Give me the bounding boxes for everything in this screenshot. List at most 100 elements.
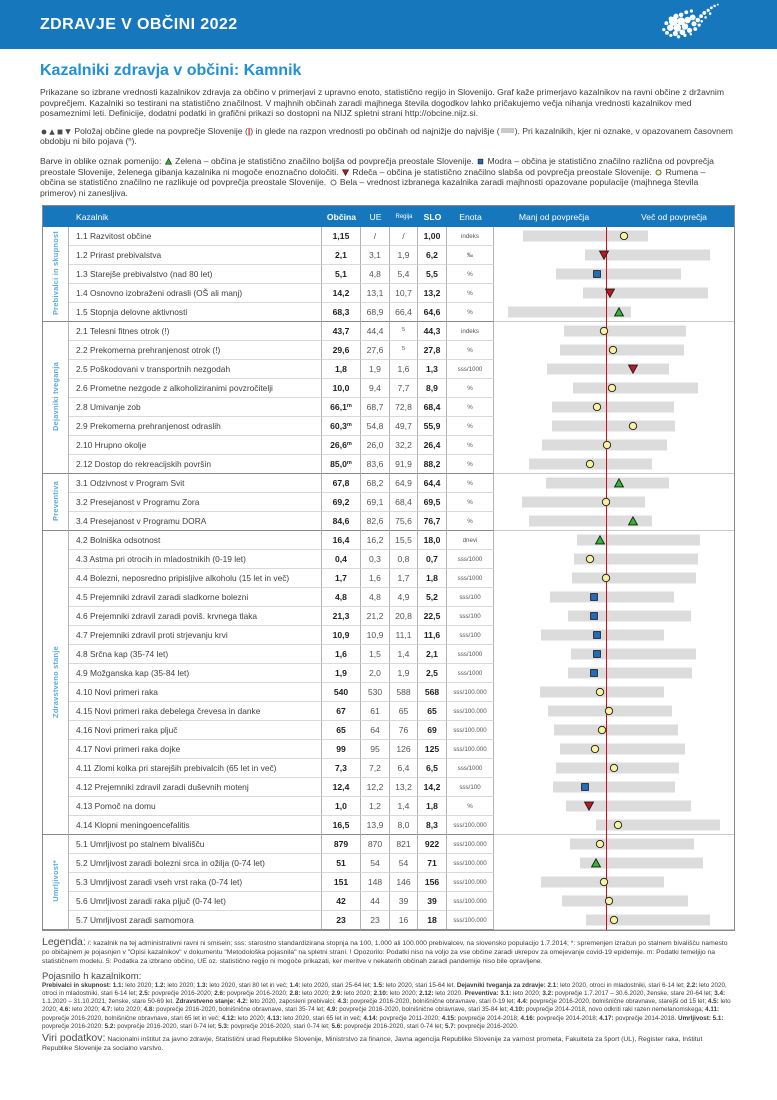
indicator-label: 4.11 Zlomi kolka pri starejših prebivalc… xyxy=(69,759,322,779)
indicators-table: Kazalnik Občina UE Regija SLO Enota Manj… xyxy=(42,205,735,932)
value-obcina: 151 xyxy=(322,873,361,893)
value-regija: 16 xyxy=(390,911,418,931)
range-chart xyxy=(494,588,734,608)
value-ue: 68,9 xyxy=(361,303,390,323)
indicator-label: 2.1 Telesni fitnes otrok (!) xyxy=(69,322,322,342)
value-slo: 1,8 xyxy=(418,569,447,589)
dark-triangle-down-icon xyxy=(65,129,71,135)
unit-label: sss/100 xyxy=(447,626,494,646)
table-row: 5.2 Umrljivost zaradi bolezni srca in ož… xyxy=(43,854,734,874)
report-title: ZDRAVJE V OBČINI 2022 xyxy=(40,15,238,33)
value-ue: 26,0 xyxy=(361,436,390,456)
value-obcina: 10,0 xyxy=(322,379,361,399)
national-average-line xyxy=(606,360,608,380)
value-regija: 49,7 xyxy=(390,417,418,437)
value-ue: 12,2 xyxy=(361,778,390,798)
yellow-circle-icon xyxy=(595,839,605,849)
range-chart xyxy=(494,531,734,551)
unit-label: sss/1000 xyxy=(447,645,494,665)
red-triangle-icon xyxy=(599,250,610,261)
yellow-circle-icon xyxy=(604,706,614,716)
yellow-circle-marker xyxy=(584,554,596,564)
value-slo: 1,8 xyxy=(418,797,447,817)
indicator-label: 4.6 Prejemniki zdravil zaradi poviš. krv… xyxy=(69,607,322,627)
yellow-circle-icon xyxy=(597,725,607,735)
range-chart xyxy=(494,265,734,285)
group-label: Preventiva xyxy=(43,474,69,532)
yellow-circle-icon xyxy=(609,915,619,925)
value-obcina: 0,4 xyxy=(322,550,361,570)
value-regija: 588 xyxy=(390,683,418,703)
yellow-circle-marker xyxy=(608,763,620,773)
unit-label: sss/100.000 xyxy=(447,892,494,912)
range-bar xyxy=(540,629,665,641)
indicator-label: 1.3 Starejše prebivalstvo (nad 80 let) xyxy=(69,265,322,285)
value-ue: 13,1 xyxy=(361,284,390,304)
value-obcina: 26,6m xyxy=(322,436,361,456)
range-bar xyxy=(563,325,686,337)
range-chart xyxy=(494,493,734,513)
unit-label: sss/100.000 xyxy=(447,721,494,741)
unit-label: % xyxy=(447,512,494,532)
national-average-line xyxy=(606,740,608,760)
value-slo: 69,5 xyxy=(418,493,447,513)
national-average-line xyxy=(606,835,608,855)
table-row: 1.3 Starejše prebivalstvo (nad 80 let) 5,… xyxy=(43,265,734,285)
blue-square-marker xyxy=(591,649,603,659)
indicator-label: 1.2 Prirast prebivalstva xyxy=(69,246,322,266)
table-row: 4.7 Prejemniki zdravil proti strjevanju … xyxy=(43,626,734,646)
value-slo: 8,3 xyxy=(418,816,447,836)
green-triangle-marker xyxy=(594,535,606,545)
range-chart xyxy=(494,341,734,361)
green-triangle-marker xyxy=(613,307,625,317)
national-average-line xyxy=(606,531,608,551)
yellow-circle-marker xyxy=(612,820,624,830)
table-header-row: Kazalnik Občina UE Regija SLO Enota Manj… xyxy=(43,206,734,228)
value-slo: 44,3 xyxy=(418,322,447,342)
yellow-circle-icon xyxy=(619,231,629,241)
table-row: 4.6 Prejemniki zdravil zaradi poviš. krv… xyxy=(43,607,734,627)
indicator-label: 4.12 Prejemniki zdravil zaradi duševnih … xyxy=(69,778,322,798)
value-slo: 6,2 xyxy=(418,246,447,266)
unit-label: ‰ xyxy=(447,246,494,266)
value-regija: 821 xyxy=(390,835,418,855)
table-row: 2.10 Hrupno okolje 26,6m 26,0 32,2 26,4% xyxy=(43,436,734,456)
indicator-label: 2.8 Umivanje zob xyxy=(69,398,322,418)
value-slo: 1,00 xyxy=(418,227,447,247)
value-obcina: 14,2 xyxy=(322,284,361,304)
value-slo: 64,6 xyxy=(418,303,447,323)
value-obcina: 21,3 xyxy=(322,607,361,627)
value-regija: 6,4 xyxy=(390,759,418,779)
range-bar xyxy=(508,306,631,318)
value-slo: 5,2 xyxy=(418,588,447,608)
indicator-label: 3.4 Presejanost v Programu DORA xyxy=(69,512,322,532)
value-ue: 2,0 xyxy=(361,664,390,684)
range-bar xyxy=(522,230,648,242)
value-slo: 568 xyxy=(418,683,447,703)
national-average-line xyxy=(606,626,608,646)
national-average-line xyxy=(606,265,608,285)
value-obcina: 99 xyxy=(322,740,361,760)
group-label: Dejavniki tveganja xyxy=(43,322,69,475)
yellow-circle-marker xyxy=(600,573,612,583)
header-band: ZDRAVJE V OBČINI 2022 xyxy=(0,0,777,49)
unit-label: sss/100.000 xyxy=(447,740,494,760)
yellow-circle-icon xyxy=(607,383,617,393)
white-circle-icon xyxy=(330,179,337,186)
value-slo: 65 xyxy=(418,702,447,722)
data-sources-title: Viri podatkov: xyxy=(42,1031,106,1044)
range-bar xyxy=(560,344,684,356)
yellow-circle-marker xyxy=(594,687,606,697)
blue-square-icon xyxy=(580,782,590,792)
range-chart xyxy=(494,550,734,570)
value-ue: 21,2 xyxy=(361,607,390,627)
table-row: Dejavniki tveganja 2.1 Telesni fitnes otr… xyxy=(43,322,734,475)
value-regija: 5 xyxy=(390,322,418,342)
indicator-label: 4.9 Možganska kap (35-84 let) xyxy=(69,664,322,684)
blue-square-icon xyxy=(592,630,602,640)
range-bar xyxy=(585,249,710,261)
indicator-label: 4.4 Bolezni, neposredno pripisljive alko… xyxy=(69,569,322,589)
value-regija: 20,8 xyxy=(390,607,418,627)
table-row: 2.2 Prekomerna prehranjenost otrok (!) 29… xyxy=(43,341,734,361)
national-average-line xyxy=(606,379,608,399)
